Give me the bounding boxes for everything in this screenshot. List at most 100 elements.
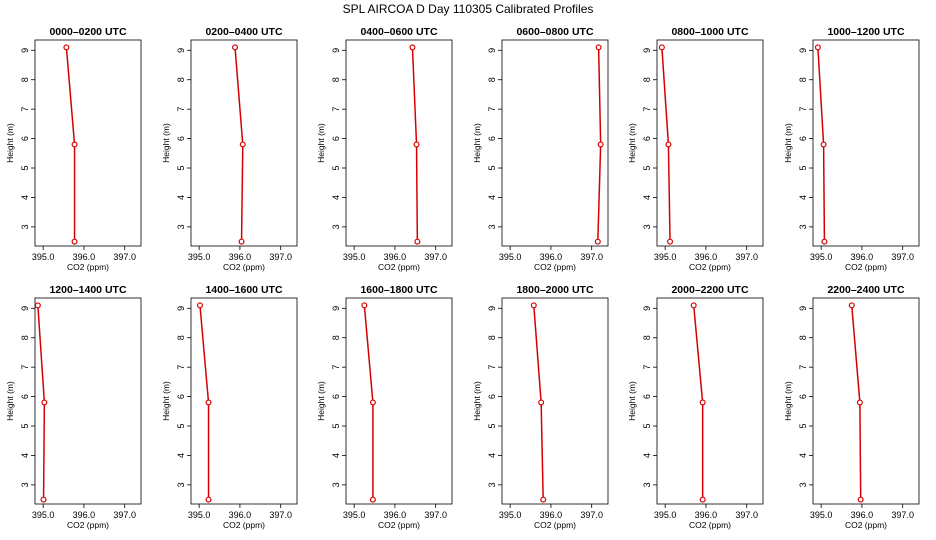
plot-frame (501, 39, 609, 247)
x-axis-label: CO2 (ppm) (534, 520, 576, 530)
y-axis-label: Height (m) (472, 381, 482, 421)
data-point (699, 496, 706, 503)
y-tick-label: 4 (642, 195, 652, 200)
x-tick-label: 397.0 (424, 510, 447, 520)
data-point (538, 399, 545, 406)
data-point (369, 399, 376, 406)
y-tick-label: 8 (176, 77, 186, 82)
y-tick-label: 6 (487, 136, 497, 141)
data-point (594, 238, 601, 245)
y-tick-label: 9 (20, 306, 30, 311)
plot-frame (501, 297, 609, 505)
y-tick-label: 4 (487, 453, 497, 458)
y-tick-label: 7 (20, 365, 30, 370)
plot-frame (345, 297, 453, 505)
y-tick-label: 4 (642, 453, 652, 458)
y-tick-label: 9 (798, 306, 808, 311)
data-point (848, 302, 855, 309)
y-tick-label: 6 (331, 136, 341, 141)
profile-panel: 2200–2400 UTC 395.0 396.0 397.0 CO2 (ppm) 3 4 5… (783, 284, 920, 530)
y-tick-label: 7 (331, 365, 341, 370)
x-axis-label: CO2 (ppm) (378, 520, 420, 530)
y-tick-label: 4 (331, 453, 341, 458)
y-tick-label: 4 (798, 195, 808, 200)
panel-title: 1400–1600 UTC (205, 284, 282, 296)
profile-panel: 1200–1400 UTC 395.0 396.0 397.0 CO2 (ppm) 3 4 5… (5, 284, 142, 530)
data-point (821, 238, 828, 245)
y-axis-label: Height (m) (316, 381, 326, 421)
x-tick-label: 396.0 (540, 252, 563, 262)
y-tick-label: 9 (331, 306, 341, 311)
x-tick-label: 397.0 (891, 252, 914, 262)
x-tick-label: 395.0 (654, 252, 677, 262)
y-tick-label: 9 (176, 306, 186, 311)
panel-title: 2000–2200 UTC (671, 284, 748, 296)
data-point (414, 238, 421, 245)
data-point (361, 302, 368, 309)
x-axis-label: CO2 (ppm) (534, 262, 576, 272)
y-tick-label: 9 (176, 48, 186, 53)
y-tick-label: 6 (642, 394, 652, 399)
panel-title: 0200–0400 UTC (205, 26, 282, 38)
data-point (667, 238, 674, 245)
y-tick-label: 6 (176, 136, 186, 141)
panel-title: 0000–0200 UTC (49, 26, 126, 38)
y-tick-label: 8 (798, 77, 808, 82)
y-tick-label: 7 (487, 107, 497, 112)
y-tick-label: 8 (331, 335, 341, 340)
panel-title: 1600–1800 UTC (360, 284, 437, 296)
x-tick-label: 397.0 (424, 252, 447, 262)
y-tick-label: 9 (331, 48, 341, 53)
x-tick-label: 395.0 (810, 510, 833, 520)
data-point (71, 238, 78, 245)
y-tick-label: 5 (798, 166, 808, 171)
data-point (71, 141, 78, 148)
y-tick-label: 7 (642, 365, 652, 370)
y-tick-label: 5 (331, 424, 341, 429)
data-point (530, 302, 537, 309)
data-point (690, 302, 697, 309)
data-point (665, 141, 672, 148)
plot-frame (190, 297, 298, 505)
profile-panel: 0800–1000 UTC 395.0 396.0 397.0 CO2 (ppm) 3 4 5… (627, 26, 764, 272)
profile-panel: 2000–2200 UTC 395.0 396.0 397.0 CO2 (ppm) 3 4 5… (627, 284, 764, 530)
x-axis-label: CO2 (ppm) (67, 520, 109, 530)
x-axis-label: CO2 (ppm) (378, 262, 420, 272)
profile-panel: 1000–1200 UTC 395.0 396.0 397.0 CO2 (ppm) 3 4 5… (783, 26, 920, 272)
profile-panel: 0000–0200 UTC 395.0 396.0 397.0 CO2 (ppm) 3 4 5… (5, 26, 142, 272)
data-point (232, 44, 239, 51)
y-tick-label: 5 (331, 166, 341, 171)
x-tick-label: 396.0 (851, 252, 874, 262)
y-tick-label: 4 (487, 195, 497, 200)
panel-title: 1200–1400 UTC (49, 284, 126, 296)
x-axis-label: CO2 (ppm) (223, 262, 265, 272)
x-axis-label: CO2 (ppm) (223, 520, 265, 530)
y-tick-label: 8 (798, 335, 808, 340)
data-point (857, 496, 864, 503)
y-tick-label: 9 (642, 306, 652, 311)
panel-title: 1000–1200 UTC (827, 26, 904, 38)
y-tick-label: 3 (20, 482, 30, 487)
y-tick-label: 7 (487, 365, 497, 370)
y-tick-label: 4 (331, 195, 341, 200)
y-tick-label: 3 (176, 482, 186, 487)
x-tick-label: 396.0 (695, 510, 718, 520)
y-tick-label: 5 (176, 424, 186, 429)
data-point (238, 238, 245, 245)
y-tick-label: 3 (331, 224, 341, 229)
x-tick-label: 397.0 (113, 252, 136, 262)
y-tick-label: 9 (20, 48, 30, 53)
plot-frame (656, 39, 764, 247)
y-axis-label: Height (m) (627, 381, 637, 421)
x-tick-label: 395.0 (32, 510, 55, 520)
plot-frame (812, 39, 920, 247)
data-point (239, 141, 246, 148)
x-tick-label: 395.0 (343, 510, 366, 520)
panel-title: 2200–2400 UTC (827, 284, 904, 296)
y-tick-label: 8 (20, 335, 30, 340)
x-tick-label: 395.0 (499, 510, 522, 520)
y-axis-label: Height (m) (161, 381, 171, 421)
data-point (699, 399, 706, 406)
y-tick-label: 3 (642, 482, 652, 487)
